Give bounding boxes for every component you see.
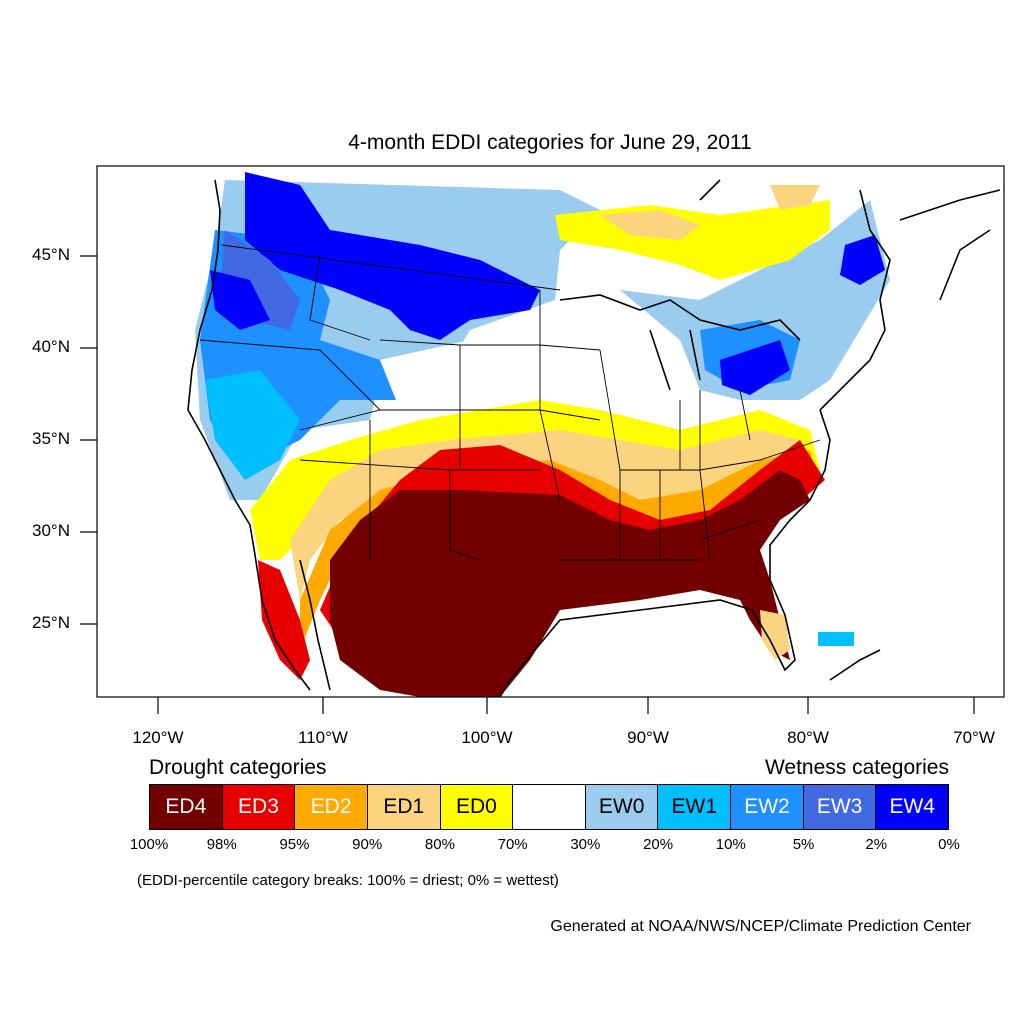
percentile-label: 100% <box>129 836 169 853</box>
lon-label-90: 90°W <box>627 728 669 747</box>
lon-label-80: 80°W <box>787 728 829 747</box>
category-legend: ED4 ED3 ED2 ED1 ED0 EW0 EW1 EW2 EW3 EW4 <box>149 784 949 830</box>
percentile-label: 95% <box>279 836 310 853</box>
drought-categories-heading: Drought categories <box>149 756 327 779</box>
legend-swatch-ed2: ED2 <box>295 785 368 829</box>
legend-swatch-ew2: EW2 <box>731 785 804 829</box>
map-frame <box>96 165 1005 698</box>
region-ed2-florida <box>760 610 790 660</box>
lat-ticks <box>80 255 97 625</box>
percentile-label: 5% <box>792 836 815 853</box>
region-ew4-newengland <box>840 235 885 285</box>
credit-line: Generated at NOAA/NWS/NCEP/Climate Predi… <box>550 918 971 935</box>
lon-label-100: 100°W <box>461 728 513 747</box>
region-ew4-greatlakes <box>720 340 790 395</box>
percentile-label: 10% <box>715 836 746 853</box>
coastlines <box>187 179 1001 697</box>
lon-label-110: 110°W <box>298 728 348 747</box>
percentile-label: 20% <box>643 836 674 853</box>
region-ew4-northwest <box>245 172 540 340</box>
wetness-categories-heading: Wetness categories <box>764 756 949 779</box>
percentile-label: 0% <box>938 836 960 853</box>
map-title: 4-month EDDI categories for June 29, 201… <box>348 131 752 154</box>
region-ed4-south <box>330 470 810 697</box>
region-ew1-caribbean <box>818 632 854 646</box>
legend-swatch-ed1: ED1 <box>367 785 441 829</box>
region-ew1-west <box>205 370 300 480</box>
region-normal-central <box>380 300 830 440</box>
legend-swatch-ew0: EW0 <box>585 785 659 829</box>
lon-label-120: 120°W <box>132 728 184 747</box>
region-ed1-canada <box>600 210 700 240</box>
legend-swatch-ed3: ED3 <box>222 785 296 829</box>
lat-label-30: 30°N <box>32 521 70 540</box>
region-ed0-south <box>250 400 820 560</box>
legend-swatch-ew4: EW4 <box>876 785 949 829</box>
percentile-label: 80% <box>424 836 455 853</box>
region-ed1-canada-east <box>770 185 820 210</box>
category-breaks-note: (EDDI-percentile category breaks: 100% =… <box>137 872 559 889</box>
lat-label-35: 35°N <box>32 429 70 448</box>
percentile-label: 98% <box>206 836 237 853</box>
region-ew0-northeast <box>620 200 890 400</box>
lon-ticks <box>157 697 975 714</box>
percentile-label: 90% <box>352 836 383 853</box>
lat-label-45: 45°N <box>32 245 70 264</box>
percentile-label: 2% <box>865 836 888 853</box>
legend-swatch-ew1: EW1 <box>658 785 732 829</box>
region-ew4-oregon <box>210 270 270 330</box>
percentile-label: 30% <box>570 836 601 853</box>
legend-swatch-normal <box>513 785 586 829</box>
lat-label-40: 40°N <box>32 337 70 356</box>
lat-label-25: 25°N <box>32 613 70 632</box>
legend-swatch-ew3: EW3 <box>803 785 877 829</box>
state-borders <box>199 244 821 561</box>
legend-swatch-ed0: ED0 <box>440 785 514 829</box>
legend-swatch-ed4: ED4 <box>150 785 223 829</box>
region-ed3-baja <box>258 560 310 680</box>
lon-label-70: 70°W <box>953 728 995 747</box>
percentile-label: 70% <box>497 836 528 853</box>
